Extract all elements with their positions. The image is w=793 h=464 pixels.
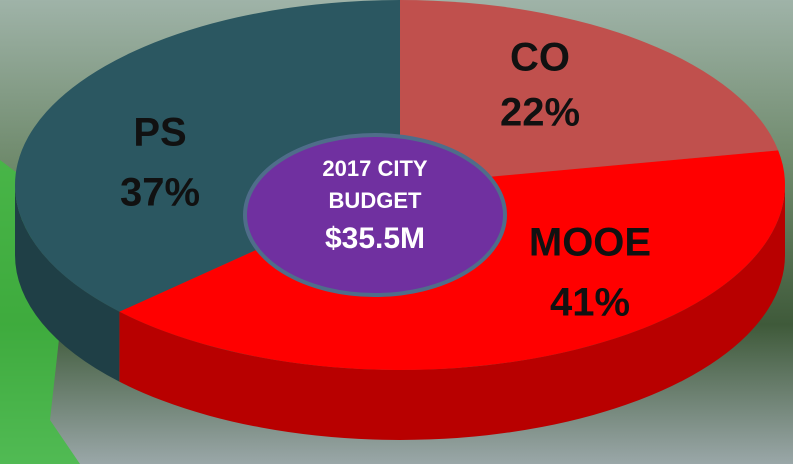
center-label: BUDGET bbox=[329, 188, 422, 213]
total-label: $35.5M bbox=[325, 222, 425, 255]
center-label: 2017 CITY bbox=[322, 156, 427, 181]
chart: CO 22% MOOE 41% PS 37% 2017 CITY BUDGET $35.5M bbox=[0, 0, 793, 464]
value-label: 22% bbox=[500, 91, 580, 135]
slice-label: PS bbox=[133, 111, 186, 155]
slice-label: MOOE bbox=[529, 221, 651, 265]
slice-label: CO bbox=[510, 36, 570, 80]
value-label: 37% bbox=[120, 171, 200, 215]
pie: CO 22% MOOE 41% PS 37% 2017 CITY BUDGET $35.5M bbox=[15, 0, 785, 440]
value-label: 41% bbox=[550, 281, 630, 325]
